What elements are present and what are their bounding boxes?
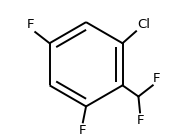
Text: Cl: Cl: [137, 18, 150, 30]
Text: F: F: [27, 18, 34, 31]
Text: F: F: [79, 124, 87, 137]
Text: F: F: [153, 72, 161, 85]
Text: F: F: [136, 114, 144, 127]
